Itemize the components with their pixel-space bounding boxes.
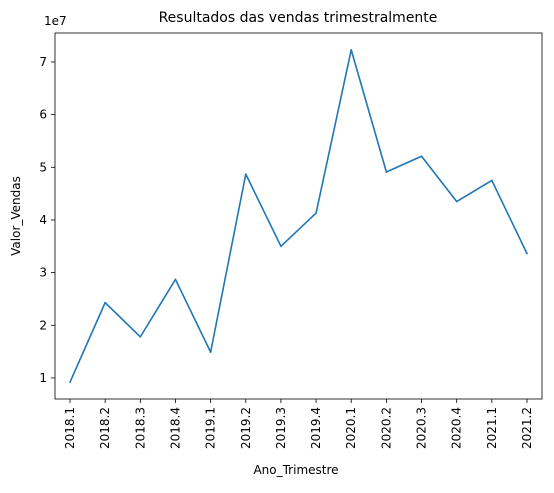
data-point xyxy=(139,336,142,338)
x-tick-label: 2020.3 xyxy=(415,407,429,449)
data-point xyxy=(491,179,493,182)
x-axis: 2018.1 2018.2 2018.3 2018.4 2019.1 2019.2 2019… xyxy=(63,399,534,449)
x-tick-label: 2021.1 xyxy=(485,407,499,449)
plot-area xyxy=(54,32,543,400)
x-tick-label: 2021.2 xyxy=(520,407,534,449)
y-tick-label: 5 xyxy=(39,160,47,174)
y-scale-multiplier: 1e7 xyxy=(44,14,67,28)
x-tick-label: 2019.4 xyxy=(309,407,323,449)
x-tick-label: 2018.1 xyxy=(63,407,77,449)
y-axis: 1 2 3 4 5 6 7 xyxy=(39,55,55,385)
data-point xyxy=(385,171,388,173)
x-tick-label: 2020.2 xyxy=(379,407,393,449)
data-point xyxy=(315,212,317,214)
y-tick-label: 1 xyxy=(39,371,47,385)
data-point xyxy=(69,381,71,383)
data-point xyxy=(350,49,353,51)
x-tick-label: 2019.1 xyxy=(204,407,218,449)
data-point xyxy=(420,155,423,158)
y-tick-label: 3 xyxy=(39,266,47,280)
x-tick-label: 2018.4 xyxy=(168,407,182,449)
data-point xyxy=(455,200,458,203)
y-tick-label: 6 xyxy=(39,108,47,122)
data-point xyxy=(174,278,177,281)
data-point xyxy=(526,252,528,255)
data-point xyxy=(244,173,247,175)
y-tick-label: 4 xyxy=(39,213,47,227)
series-layer xyxy=(69,49,528,383)
x-tick-label: 2019.3 xyxy=(274,407,288,449)
x-tick-label: 2018.3 xyxy=(133,407,147,449)
chart-title: Resultados das vendas trimestralmente xyxy=(159,10,438,26)
x-tick-label: 2019.2 xyxy=(239,407,253,449)
series-line-0 xyxy=(69,49,528,383)
y-axis-label: Valor_Vendas xyxy=(9,176,23,256)
x-tick-label: 2020.1 xyxy=(344,407,358,449)
y-tick-label: 2 xyxy=(39,318,47,332)
plot-frame xyxy=(54,32,543,400)
data-point xyxy=(104,301,106,304)
data-point xyxy=(209,351,212,353)
x-tick-label: 2018.2 xyxy=(98,407,112,449)
data-point xyxy=(280,245,282,248)
x-tick-label: 2020.4 xyxy=(450,407,464,449)
y-tick-label: 7 xyxy=(39,55,47,69)
x-axis-label: Ano_Trimestre xyxy=(253,463,338,477)
